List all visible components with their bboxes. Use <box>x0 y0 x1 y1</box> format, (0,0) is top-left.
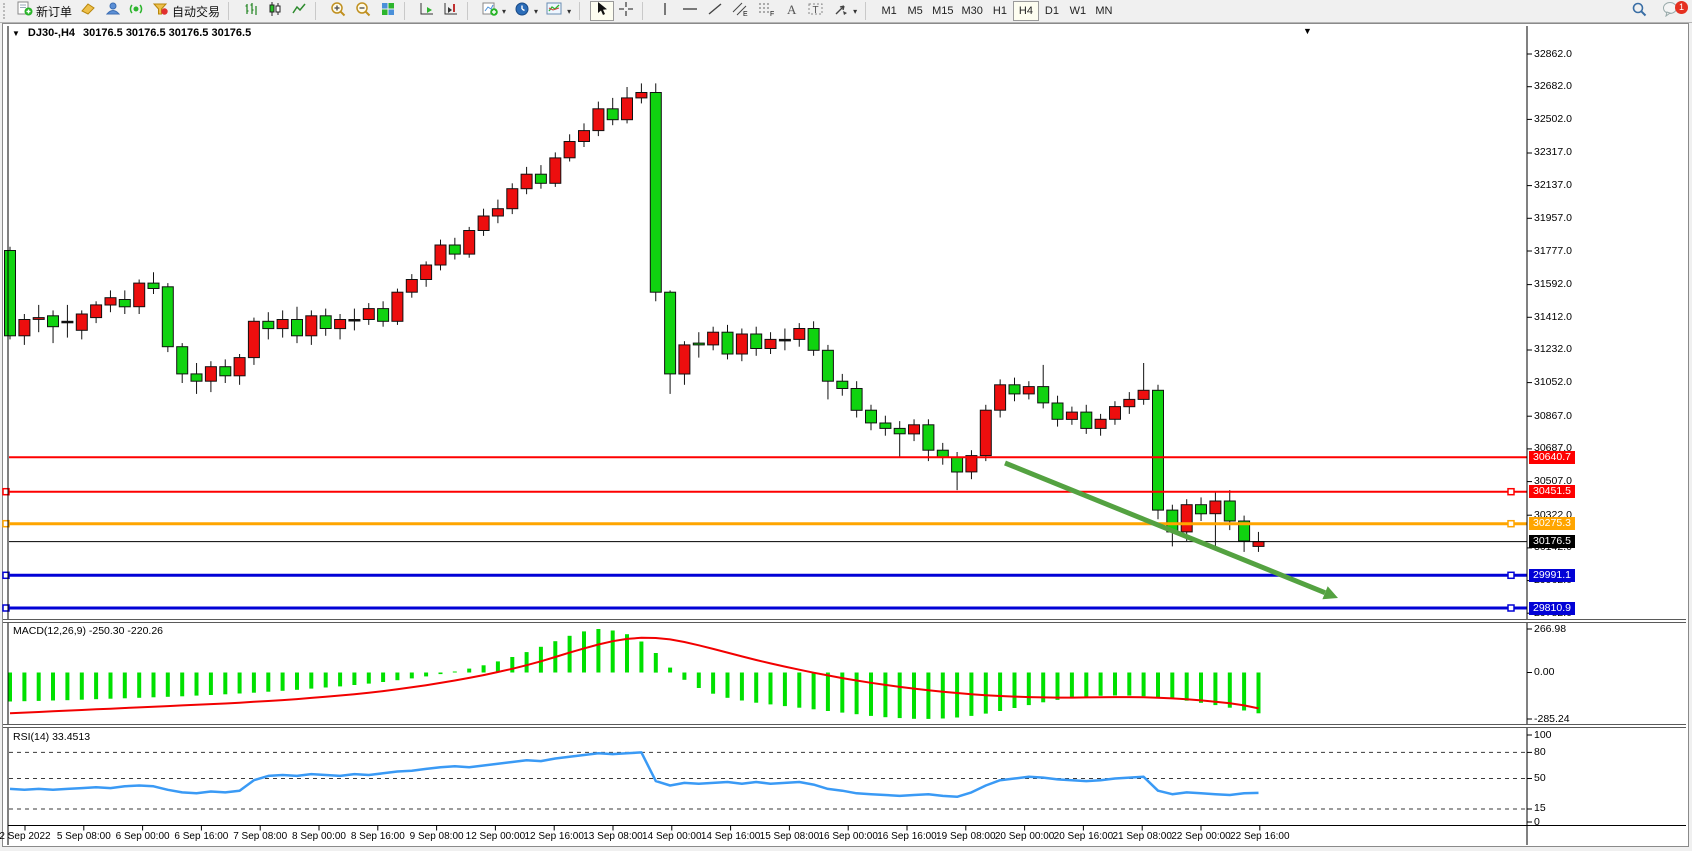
toolbar-separator <box>228 2 236 20</box>
collapse-triangle-icon[interactable]: ▼ <box>12 28 20 38</box>
svg-text:A: A <box>787 2 797 17</box>
templates-button[interactable]: ▾ <box>542 1 575 21</box>
chart-shift-button[interactable] <box>439 1 463 21</box>
macd-indicator-label: MACD(12,26,9) -250.30 -220.26 <box>13 625 163 637</box>
auto-trading-button[interactable]: 自动交易 <box>148 1 224 21</box>
chart-window[interactable] <box>2 23 1689 847</box>
toolbar-separator <box>642 2 650 20</box>
rsi-indicator-label: RSI(14) 33.4513 <box>13 731 91 743</box>
timeframe-W1[interactable]: W1 <box>1069 5 1087 17</box>
equidistant-channel-button[interactable]: E <box>727 1 753 21</box>
tile-windows-icon <box>380 1 396 22</box>
timeframe-MN[interactable]: MN <box>1095 5 1113 17</box>
vertical-line-icon <box>659 1 671 22</box>
chart-symbol-timeframe: DJ30-,H4 <box>27 27 75 39</box>
profiles-button[interactable] <box>100 1 124 21</box>
timeframe-H4[interactable]: H4 <box>1012 1 1039 21</box>
trendline-icon <box>707 1 723 22</box>
toolbar-separator <box>579 2 587 20</box>
toolbar-separator <box>467 2 475 20</box>
new-order-icon <box>17 1 33 21</box>
text-label-button[interactable]: T <box>803 1 829 21</box>
search-icon <box>1631 1 1648 22</box>
bar-chart-button[interactable] <box>239 1 263 21</box>
chart-title-bar: ▼ DJ30-,H4 30176.5 30176.5 30176.5 30176… <box>12 27 251 39</box>
auto-trading-icon <box>152 1 169 21</box>
auto-trading-label: 自动交易 <box>172 4 221 19</box>
timeframe-H1[interactable]: H1 <box>992 5 1007 17</box>
new-order-button[interactable]: 新订单 <box>13 1 76 21</box>
chart-quotes: 30176.5 30176.5 30176.5 30176.5 <box>83 27 252 39</box>
dropdown-arrow-icon: ▾ <box>567 6 572 16</box>
line-chart-button[interactable] <box>287 1 311 21</box>
svg-text:E: E <box>743 11 748 17</box>
trendline-button[interactable] <box>703 1 727 21</box>
channel-icon: E <box>731 1 749 22</box>
dropdown-arrow-icon: ▾ <box>502 6 507 16</box>
timeframe-group: M1 M5 M15 M30 H1 H4 D1 W1 MN <box>876 1 1117 21</box>
zoom-in-button[interactable] <box>326 1 351 21</box>
dropdown-arrow-icon: ▾ <box>534 6 539 16</box>
fibonacci-icon: F <box>757 1 775 22</box>
horizontal-line-button[interactable] <box>677 1 703 21</box>
indicators-button[interactable]: ▾ <box>478 1 510 21</box>
toolbar-grip <box>3 3 10 19</box>
toolbar-separator <box>865 2 873 20</box>
cursor-icon <box>595 1 609 21</box>
toolbar-separator <box>315 2 323 20</box>
text-button[interactable]: A <box>779 1 803 21</box>
vertical-line-button[interactable] <box>653 1 677 21</box>
crosshair-button[interactable] <box>614 1 638 21</box>
alerts-button[interactable] <box>76 1 100 21</box>
candlestick-chart-button[interactable] <box>263 1 287 21</box>
new-order-label: 新订单 <box>36 4 73 19</box>
signal-icon <box>128 1 144 21</box>
line-chart-icon <box>291 1 307 22</box>
text-label-icon: T <box>807 1 825 22</box>
candlestick-chart-icon <box>267 1 283 22</box>
toolbar: 新订单 自动交易 ▾ ▾ ▾ E F A T <box>0 0 1692 23</box>
arrow-tools-button[interactable]: ▾ <box>829 1 861 21</box>
one-click-trading-arrow-icon[interactable]: ▼ <box>1303 26 1312 36</box>
timeframe-M1[interactable]: M1 <box>881 5 897 17</box>
zoom-out-icon <box>355 1 372 22</box>
timeframe-M30[interactable]: M30 <box>961 5 983 17</box>
cursor-button[interactable] <box>590 1 615 21</box>
template-icon <box>546 1 563 22</box>
arrow-tools-icon <box>833 1 849 22</box>
signals-button[interactable] <box>124 1 148 21</box>
search-button[interactable] <box>1627 1 1652 21</box>
toolbar-separator <box>404 2 412 20</box>
horizontal-line-icon <box>681 1 699 22</box>
timeframe-M5[interactable]: M5 <box>907 5 923 17</box>
notifications-button[interactable]: 1 <box>1658 1 1688 22</box>
zoom-in-icon <box>330 1 347 22</box>
chat-bubble-icon <box>1662 1 1680 22</box>
svg-text:T: T <box>813 5 819 16</box>
auto-scroll-icon <box>419 1 435 22</box>
timeframe-D1[interactable]: D1 <box>1044 5 1059 17</box>
indicators-icon <box>482 1 498 22</box>
timeframe-M15[interactable]: M15 <box>932 5 954 17</box>
bar-chart-icon <box>243 1 259 22</box>
tile-windows-button[interactable] <box>376 1 400 21</box>
text-icon: A <box>784 1 798 22</box>
dropdown-arrow-icon: ▾ <box>853 6 858 16</box>
zoom-out-button[interactable] <box>351 1 376 21</box>
alert-icon <box>80 1 96 21</box>
profile-icon <box>104 1 121 21</box>
svg-text:F: F <box>770 11 774 17</box>
periodicity-button[interactable]: ▾ <box>510 1 542 21</box>
notification-badge: 1 <box>1675 1 1688 14</box>
auto-scroll-button[interactable] <box>415 1 439 21</box>
fibonacci-button[interactable]: F <box>753 1 779 21</box>
chart-shift-icon <box>443 1 459 22</box>
crosshair-icon <box>618 1 634 22</box>
clock-icon <box>514 1 530 22</box>
